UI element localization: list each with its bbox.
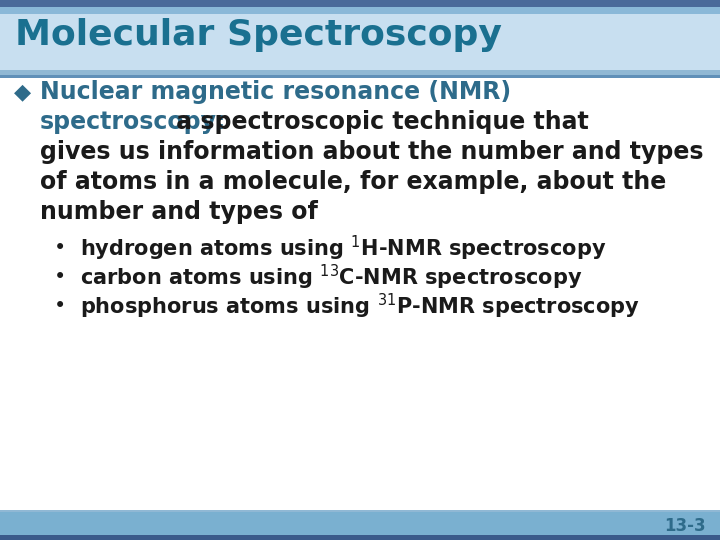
Bar [0,7,720,14]
Text: ◆: ◆ [14,82,31,102]
Bar [0,535,720,540]
Text: hydrogen atoms using $^1$H-NMR spectroscopy: hydrogen atoms using $^1$H-NMR spectrosc… [80,233,606,262]
Text: carbon atoms using $^{13}$C-NMR spectroscopy: carbon atoms using $^{13}$C-NMR spectros… [80,262,582,292]
Text: 13-3: 13-3 [665,517,706,535]
Text: •: • [54,238,66,258]
Text: number and types of: number and types of [40,200,318,224]
Text: Molecular Spectroscopy: Molecular Spectroscopy [15,18,502,52]
Bar [0,0,720,70]
Bar [0,512,720,535]
Text: of atoms in a molecule, for example, about the: of atoms in a molecule, for example, abo… [40,170,666,194]
Bar [0,0,720,7]
Bar [0,510,720,512]
Bar [0,70,720,75]
Text: Nuclear magnetic resonance (NMR): Nuclear magnetic resonance (NMR) [40,80,511,104]
Text: phosphorus atoms using $^{31}$P-NMR spectroscopy: phosphorus atoms using $^{31}$P-NMR spec… [80,292,640,321]
Text: gives us information about the number and types: gives us information about the number an… [40,140,703,164]
Text: a spectroscopic technique that: a spectroscopic technique that [168,110,589,134]
Bar [0,14,720,70]
Text: •: • [54,267,66,287]
Bar [0,75,720,78]
Text: •: • [54,296,66,316]
Text: spectroscopy:: spectroscopy: [40,110,226,134]
